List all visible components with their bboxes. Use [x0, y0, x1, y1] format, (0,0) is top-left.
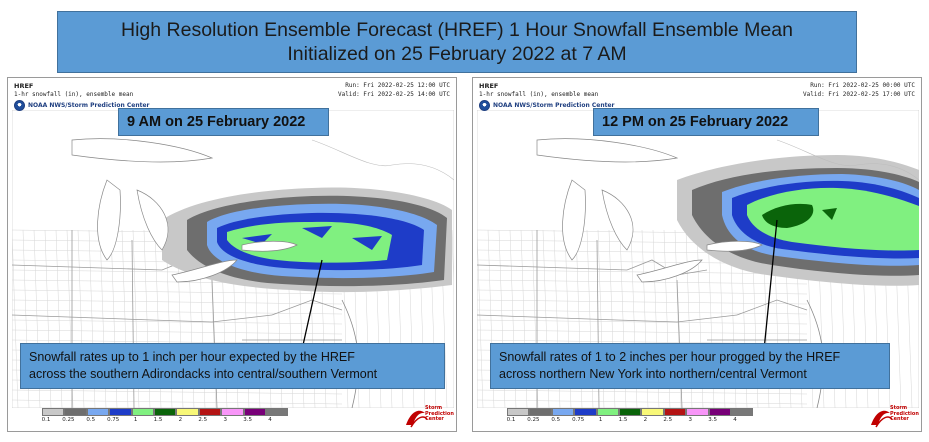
- noaa-logo-icon: [14, 100, 25, 111]
- noaa-badge: NOAA NWS/Storm Prediction Center: [479, 100, 614, 111]
- noaa-logo-icon: [479, 100, 490, 111]
- legend-tick-labels: 0.1 0.25 0.5 0.75 1 1.5 2 2.5 3 3.5 4: [507, 417, 753, 426]
- description-line-2: across the southern Adirondacks into cen…: [29, 367, 378, 381]
- spc-logo-text: Storm Prediction Center: [425, 405, 454, 423]
- model-label: HREF: [479, 82, 499, 90]
- description-line-1: Snowfall rates of 1 to 2 inches per hour…: [499, 350, 841, 364]
- legend-swatch: [663, 408, 687, 416]
- legend-tick: 3.5: [708, 417, 717, 423]
- legend-swatch: [243, 408, 266, 416]
- legend-swatch: [86, 408, 110, 416]
- legend-swatch: [618, 408, 642, 416]
- model-label: HREF: [14, 82, 34, 90]
- legend-swatch: [221, 408, 244, 416]
- spc-logo-word: Prediction: [425, 410, 454, 417]
- spc-logo-word: Center: [890, 416, 909, 422]
- legend-swatch: [574, 408, 597, 416]
- spc-logo-word: Storm: [425, 405, 443, 411]
- legend-tick: 0.1: [506, 417, 516, 423]
- legend-swatch: [198, 408, 222, 416]
- legend-tick: 2.5: [663, 417, 673, 423]
- title-banner: High Resolution Ensemble Forecast (HREF)…: [57, 11, 857, 73]
- description-line-2: across northern New York into northern/c…: [499, 367, 807, 381]
- legend-swatch: [551, 408, 575, 416]
- legend-tick: 4: [733, 417, 737, 423]
- description-line-1: Snowfall rates up to 1 inch per hour exp…: [29, 350, 355, 364]
- legend-swatch: [686, 408, 709, 416]
- description-box: Snowfall rates of 1 to 2 inches per hour…: [490, 343, 890, 389]
- legend-tick: 1.5: [153, 417, 163, 423]
- legend-swatch: [109, 408, 132, 416]
- title-line-1: High Resolution Ensemble Forecast (HREF)…: [121, 19, 793, 41]
- great-lakes: [536, 138, 763, 283]
- legend-tick: 1: [598, 417, 603, 423]
- legend-color-bar: [507, 408, 754, 416]
- legend-swatch: [641, 408, 664, 416]
- legend-swatch: [153, 408, 177, 416]
- agency-label: NOAA NWS/Storm Prediction Center: [493, 102, 615, 109]
- legend-tick: 2: [178, 417, 183, 423]
- description-box: Snowfall rates up to 1 inch per hour exp…: [20, 343, 445, 389]
- date-label: 9 AM on 25 February 2022: [118, 108, 329, 136]
- legend-swatch: [708, 408, 731, 416]
- run-time: Run: Fri 2022-02-25 00:00 UTC: [810, 82, 915, 89]
- spc-logo-icon: [871, 410, 893, 428]
- run-time: Run: Fri 2022-02-25 12:00 UTC: [345, 82, 450, 89]
- forecast-panel-left: HREF 1-hr snowfall (in), ensemble mean R…: [7, 77, 457, 432]
- title-line-2: Initialized on 25 February 2022 at 7 AM: [287, 43, 627, 65]
- legend-tick: 2.5: [198, 417, 208, 423]
- legend-tick: 0.25: [527, 417, 540, 423]
- legend-tick: 2: [643, 417, 648, 423]
- legend-color-bar: [42, 408, 289, 416]
- field-label: 1-hr snowfall (in), ensemble mean: [479, 91, 599, 98]
- great-lakes: [71, 138, 298, 283]
- legend-tick: 0.5: [86, 417, 96, 423]
- forecast-panel-right: HREF 1-hr snowfall (in), ensemble mean R…: [472, 77, 922, 432]
- color-legend: 0.1 0.25 0.5 0.75 1 1.5 2 2.5 3 3.5 4: [507, 408, 754, 428]
- legend-tick: 0.5: [551, 417, 561, 423]
- spc-logo-word: Center: [425, 416, 444, 422]
- spc-logo-word: Storm: [890, 405, 908, 411]
- legend-tick: 3: [688, 417, 692, 423]
- spc-logo-word: Prediction: [890, 410, 919, 417]
- agency-label: NOAA NWS/Storm Prediction Center: [28, 102, 150, 109]
- legend-tick: 1: [133, 417, 138, 423]
- legend-tick: 3.5: [243, 417, 252, 423]
- legend-tick: 4: [268, 417, 272, 423]
- spc-logo-text: Storm Prediction Center: [890, 405, 919, 423]
- legend-tick: 0.1: [41, 417, 51, 423]
- spc-logo-icon: [406, 410, 428, 428]
- legend-tick-labels: 0.1 0.25 0.5 0.75 1 1.5 2 2.5 3 3.5 4: [42, 417, 288, 426]
- snowfall-shading: [162, 187, 452, 293]
- legend-swatch: [64, 408, 87, 416]
- date-label: 12 PM on 25 February 2022: [593, 108, 819, 136]
- legend-swatch: [265, 408, 289, 416]
- legend-swatch: [131, 408, 154, 416]
- legend-swatch: [596, 408, 619, 416]
- valid-time: Valid: Fri 2022-02-25 14:00 UTC: [338, 91, 450, 98]
- legend-tick: 0.75: [107, 417, 120, 423]
- legend-swatch: [730, 408, 754, 416]
- snowfall-shading: [677, 155, 919, 286]
- noaa-badge: NOAA NWS/Storm Prediction Center: [14, 100, 149, 111]
- color-legend: 0.1 0.25 0.5 0.75 1 1.5 2 2.5 3 3.5 4: [42, 408, 289, 428]
- legend-swatch: [529, 408, 552, 416]
- legend-swatch: [507, 408, 530, 416]
- field-label: 1-hr snowfall (in), ensemble mean: [14, 91, 134, 98]
- legend-tick: 0.75: [572, 417, 585, 423]
- legend-swatch: [42, 408, 65, 416]
- valid-time: Valid: Fri 2022-02-25 17:00 UTC: [803, 91, 915, 98]
- legend-tick: 0.25: [62, 417, 75, 423]
- legend-tick: 3: [223, 417, 227, 423]
- legend-swatch: [176, 408, 199, 416]
- legend-tick: 1.5: [618, 417, 628, 423]
